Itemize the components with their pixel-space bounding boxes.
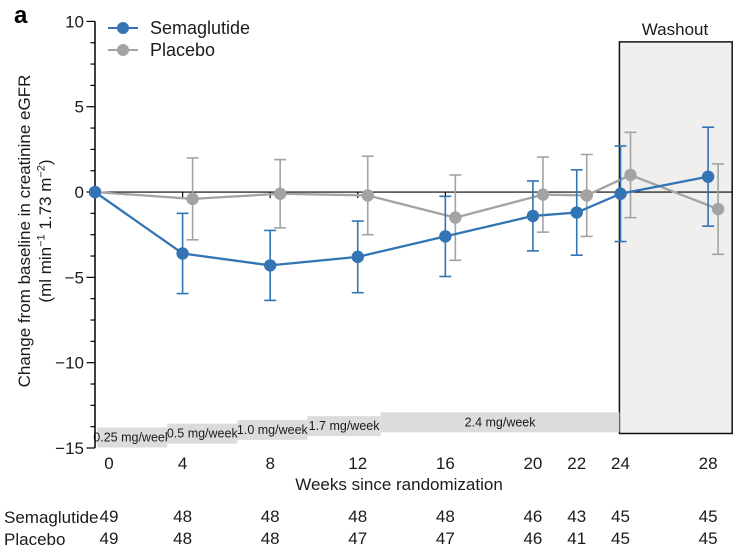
superscript-minus-two: −2 [35, 165, 48, 178]
y-tick-label: −5 [65, 268, 84, 287]
data-point-semaglutide-week-24 [614, 187, 627, 200]
data-point-semaglutide-week-16 [439, 230, 452, 243]
data-point-semaglutide-week-22 [570, 206, 583, 219]
y-axis-label-line1: Change from baseline in creatinine eGFR [15, 74, 34, 388]
x-tick-label: 12 [348, 454, 367, 473]
superscript-minus-one: −1 [35, 234, 48, 247]
n-count-semaglutide: 45 [699, 507, 718, 526]
semaglutide-marker-icon [108, 21, 138, 35]
y-tick-label: 10 [65, 12, 84, 31]
dose-band-label: 0.25 mg/week [93, 431, 172, 445]
dose-band-label: 2.4 mg/week [465, 415, 537, 429]
x-axis-label: Weeks since randomization [295, 475, 503, 494]
x-tick-label: 24 [611, 454, 630, 473]
n-count-semaglutide: 45 [611, 507, 630, 526]
data-point-semaglutide-week-12 [351, 250, 364, 264]
x-tick-label: 0 [104, 454, 113, 473]
n-at-risk-table: 49 48 48 48 48 46 43 45 45 49 48 48 47 47 46 41 45 45 [100, 507, 718, 548]
placebo-dot-swatch [117, 44, 129, 56]
data-point-placebo-week-16 [449, 211, 462, 224]
dose-band [380, 412, 620, 433]
dose-band [167, 423, 238, 444]
y-axis: 10 5 0 −5 −10 −15 [55, 12, 96, 458]
n-count-semaglutide: 48 [436, 507, 455, 526]
dose-band [97, 427, 168, 448]
n-count-semaglutide: 48 [261, 507, 280, 526]
table-row-label-semaglutide: Semaglutide [4, 508, 99, 527]
y-axis-label-line2: (ml min−1 1.73 m−2) [35, 159, 55, 303]
placebo-marker-icon [108, 43, 138, 57]
n-count-semaglutide: 49 [100, 507, 119, 526]
n-count-placebo: 46 [523, 529, 542, 548]
series-placebo [88, 131, 725, 262]
data-point-placebo-week-28 [711, 202, 725, 216]
n-count-placebo: 45 [611, 529, 630, 548]
n-count-semaglutide: 48 [348, 507, 367, 526]
x-tick-label: 28 [699, 454, 718, 473]
n-count-semaglutide: 43 [567, 507, 586, 526]
n-count-placebo: 47 [436, 529, 455, 548]
dose-band-label: 1.7 mg/week [309, 419, 381, 433]
series-semaglutide [88, 126, 715, 302]
data-point-placebo-week-20 [536, 188, 550, 201]
x-tick-label: 4 [178, 454, 187, 473]
legend-item-placebo: Placebo [108, 39, 250, 61]
n-count-placebo: 49 [100, 529, 119, 548]
dose-band [307, 416, 381, 437]
n-count-placebo: 48 [173, 529, 192, 548]
legend: Semaglutide Placebo [108, 17, 250, 61]
x-tick-label: 8 [265, 454, 274, 473]
n-count-semaglutide: 48 [173, 507, 192, 526]
y-tick-label: 0 [75, 183, 84, 202]
panel-label: a [14, 2, 28, 29]
legend-label-semaglutide: Semaglutide [150, 17, 251, 38]
dose-band-label: 1.0 mg/week [237, 423, 309, 437]
n-count-placebo: 48 [261, 529, 280, 548]
semaglutide-dot-swatch [117, 22, 129, 34]
legend-label-placebo: Placebo [150, 39, 216, 60]
x-tick-label: 16 [436, 454, 455, 473]
data-point-placebo-week-24 [624, 168, 637, 182]
y-tick-label: −15 [55, 439, 84, 458]
data-point-semaglutide-week-0 [88, 185, 102, 199]
data-point-placebo-week-4 [186, 192, 199, 206]
legend-item-semaglutide: Semaglutide [108, 17, 250, 39]
table-row-label-placebo: Placebo [4, 530, 66, 549]
dose-band [237, 419, 308, 440]
x-tick-label: 20 [523, 454, 542, 473]
x-tick-labels: 0 4 8 12 16 20 22 24 28 [104, 454, 717, 473]
data-point-semaglutide-week-28 [701, 170, 715, 183]
washout-label: Washout [641, 20, 709, 39]
y-tick-label: −10 [55, 354, 84, 373]
washout-region [618, 41, 733, 435]
y-tick-label: 5 [75, 98, 84, 117]
n-count-placebo: 45 [699, 529, 718, 548]
data-point-placebo-week-22 [580, 189, 593, 202]
dose-band-label: 0.5 mg/week [167, 427, 239, 441]
n-count-semaglutide: 46 [523, 507, 542, 526]
data-point-placebo-week-8 [273, 187, 287, 200]
x-tick-label: 22 [567, 454, 586, 473]
n-count-placebo: 41 [567, 529, 586, 548]
n-count-placebo: 47 [348, 529, 367, 548]
y-axis-label: Change from baseline in creatinine eGFR … [14, 1, 58, 461]
data-point-semaglutide-week-8 [263, 259, 277, 272]
data-point-semaglutide-week-4 [176, 247, 189, 260]
data-point-placebo-week-12 [361, 189, 374, 202]
data-point-semaglutide-week-20 [526, 209, 540, 223]
